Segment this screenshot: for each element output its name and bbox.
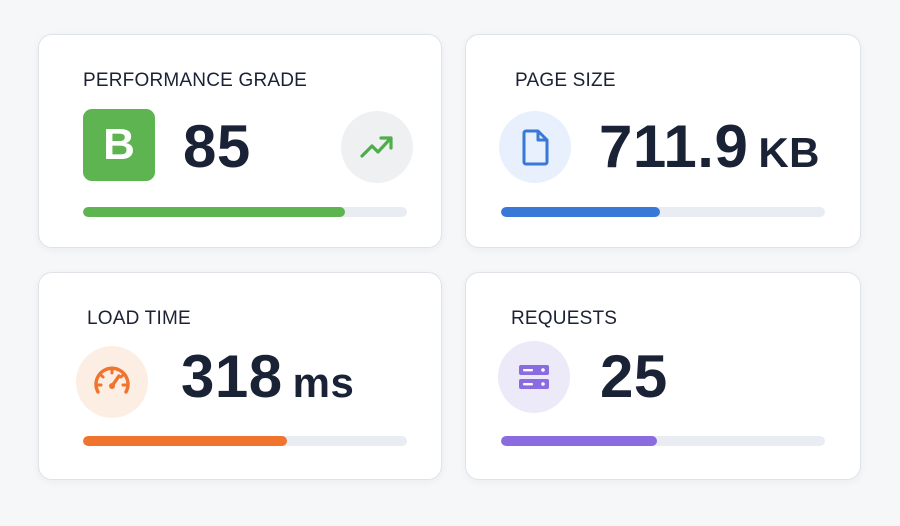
requests-card: REQUESTS 25: [465, 272, 861, 480]
requests-progress-track: [501, 436, 825, 446]
requests-label: REQUESTS: [511, 308, 618, 329]
performance-grade-label: PERFORMANCE GRADE: [83, 70, 308, 91]
load-time-unit: ms: [292, 359, 355, 406]
load-time-value: 318 ms: [181, 347, 354, 407]
page-size-progress-track: [501, 207, 825, 217]
requests-progress-fill: [501, 436, 657, 446]
page-size-number: 711.9: [599, 113, 749, 180]
page-size-label: PAGE SIZE: [515, 70, 616, 91]
file-icon: [499, 111, 571, 183]
performance-progress-fill: [83, 207, 346, 217]
load-time-card: LOAD TIME 318 ms: [38, 272, 442, 480]
server-icon: [498, 341, 570, 413]
load-time-number: 318: [181, 343, 283, 410]
performance-progress-track: [83, 207, 407, 217]
performance-score: 85: [183, 113, 251, 180]
speedometer-icon: [76, 346, 148, 418]
load-time-label: LOAD TIME: [87, 308, 191, 329]
page-size-unit: KB: [758, 129, 821, 176]
load-time-progress-track: [83, 436, 407, 446]
trend-up-icon: [341, 111, 413, 183]
load-time-progress-fill: [83, 436, 288, 446]
requests-value: 25: [600, 343, 668, 410]
performance-grade-card: PERFORMANCE GRADE B 85: [38, 34, 442, 248]
page-size-value: 711.9 KB: [599, 117, 820, 177]
grade-badge: B: [83, 109, 155, 181]
page-size-card: PAGE SIZE 711.9 KB: [465, 34, 861, 248]
page-size-progress-fill: [501, 207, 660, 217]
